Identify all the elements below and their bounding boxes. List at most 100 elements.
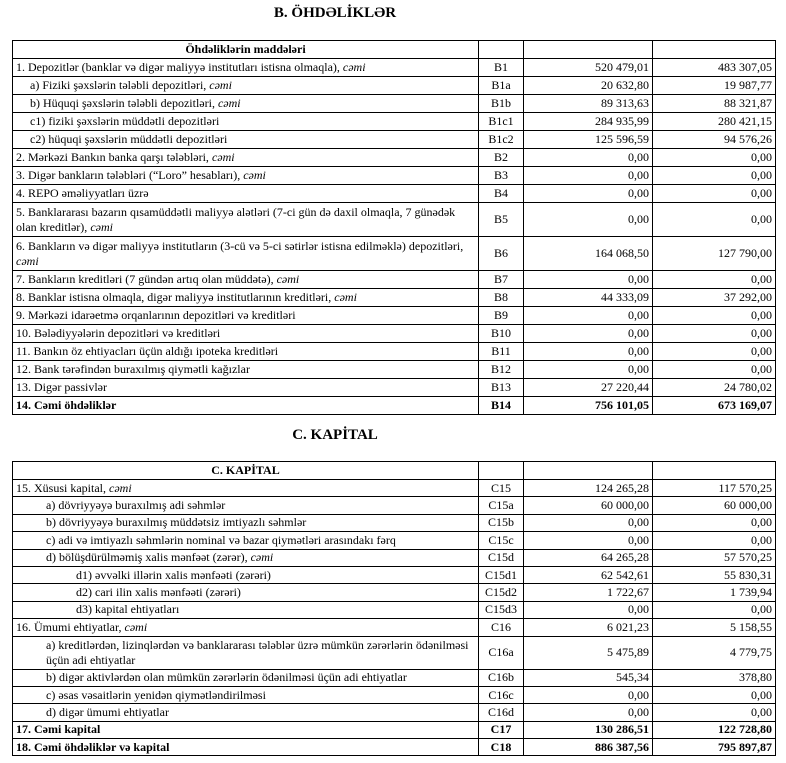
previous-value: 122 728,80: [652, 720, 776, 740]
previous-value: 0,00: [652, 703, 776, 722]
current-value: 756 101,05: [523, 396, 653, 415]
item-code: B1c1: [478, 112, 524, 131]
current-value: 1 722,67: [523, 583, 653, 602]
item-code: C18: [478, 738, 524, 757]
item-label: 9. Mərkəzi idarəetmə orqanlarının depozi…: [12, 306, 479, 325]
label-text: 15. Xüsusi kapital,: [16, 480, 106, 495]
item-label: 18. Cəmi öhdəliklər və kapital: [12, 738, 479, 757]
item-code: C17: [478, 720, 524, 740]
item-code: B11: [478, 342, 524, 361]
label-text: 5. Banklararası bazarın qısamüddətli mal…: [16, 204, 456, 234]
label-text: a) kreditlərdən, lizinqlərdən və banklar…: [46, 637, 469, 667]
label-italic: cəmi: [124, 619, 148, 634]
label-text: a) Fiziki şəxslərin tələbli depozitləri,: [30, 78, 207, 92]
item-label: 7. Bankların kreditləri (7 gündən artıq …: [12, 270, 479, 289]
label-text: b) dövriyyəyə buraxılmış müddətsiz imtiy…: [46, 515, 307, 530]
label-text: b) digər aktivlərdən olan mümkün zərərlə…: [46, 670, 407, 685]
item-label: 10. Bələdiyyələrin depozitləri və kredit…: [12, 324, 479, 343]
label-italic: cəmi: [334, 290, 357, 304]
label-italic: cəmi: [250, 550, 274, 565]
label-text: 14. Cəmi öhdəliklər: [16, 398, 117, 412]
header-cell: Öhdəliklərin maddələri: [12, 40, 479, 59]
table-row: 1. Depozitlər (banklar və digər maliyyə …: [12, 58, 776, 77]
current-value: 0,00: [523, 600, 653, 620]
table-row: 16. Ümumi ehtiyatlar, cəmi C16 6 021,23 5 1…: [12, 618, 776, 637]
table-row: d2) cari ilin xalis mənfəəti (zərəri) C15…: [12, 583, 776, 602]
item-code: C15b: [478, 513, 524, 533]
table-row: 5. Banklararası bazarın qısamüddətli mal…: [12, 202, 776, 237]
label-text: 18. Cəmi öhdəliklər və kapital: [16, 739, 170, 754]
label-italic: cəmi: [243, 168, 266, 182]
table-row: 15. Xüsusi kapital, cəmi C15 124 265,28 117…: [12, 478, 776, 498]
label-text: b) Hüquqi şəxslərin tələbli depozitləri,: [30, 96, 215, 110]
item-code: B9: [478, 306, 524, 325]
item-label: 3. Digər bankların tələbləri (“Loro” hes…: [12, 166, 479, 185]
label-text: c) əsas vəsaitlərin yenidən qiymətləndir…: [46, 687, 266, 702]
previous-value: 0,00: [652, 270, 776, 289]
previous-value: 795 897,87: [652, 738, 776, 757]
header-row: Öhdəliklərin maddələri: [12, 40, 776, 59]
label-text: 16. Ümumi ehtiyatlar,: [16, 619, 122, 634]
label-text: 1. Depozitlər (banklar və digər maliyyə …: [16, 60, 340, 74]
item-label: b) Hüquqi şəxslərin tələbli depozitləri,…: [12, 94, 479, 113]
current-value: 124 265,28: [523, 478, 653, 498]
label-text: 8. Banklar istisna olmaqla, digər maliyy…: [16, 290, 332, 304]
previous-value: 88 321,87: [652, 94, 776, 113]
item-label: b) digər aktivlərdən olan mümkün zərərlə…: [12, 668, 479, 687]
item-code: C15d1: [478, 565, 524, 585]
table-row: b) digər aktivlərdən olan mümkün zərərlə…: [12, 668, 776, 687]
current-value: 545,34: [523, 668, 653, 687]
current-value: 886 387,56: [523, 738, 653, 757]
label-text: d) bölüşdürülməmiş xalis mənfəət (zərər)…: [46, 550, 248, 565]
item-label: a) kreditlərdən, lizinqlərdən və banklar…: [12, 635, 479, 670]
item-label: b) dövriyyəyə buraxılmış müddətsiz imtiy…: [12, 513, 479, 533]
previous-value: 0,00: [652, 202, 776, 237]
current-value: 20 632,80: [523, 76, 653, 95]
previous-value: 19 987,77: [652, 76, 776, 95]
previous-value: 0,00: [652, 166, 776, 185]
current-value: 0,00: [523, 513, 653, 533]
previous-value: 60 000,00: [652, 496, 776, 515]
table-row: d3) kapital ehtiyatları C15d3 0,00 0,00: [12, 600, 776, 620]
table-row: b) dövriyyəyə buraxılmış müddətsiz imtiy…: [12, 513, 776, 533]
current-value: 64 265,28: [523, 548, 653, 567]
item-label: 13. Digər passivlər: [12, 378, 479, 397]
table-row: a) dövriyyəyə buraxılmış adi səhmlər C15a…: [12, 496, 776, 515]
item-label: 2. Mərkəzi Bankın banka qarşı tələbləri,…: [12, 148, 479, 167]
item-code: C15a: [478, 496, 524, 515]
item-code: B14: [478, 396, 524, 415]
label-italic: cəmi: [90, 219, 113, 234]
table-row: 4. REPO əməliyyatları üzrə B4 0,00 0,00: [12, 184, 776, 203]
capital-table: C. KAPİTAL 15. Xüsusi kapital, cəmi C15 124…: [12, 461, 776, 757]
current-value: 125 596,59: [523, 130, 653, 149]
table-row: c2) hüquqi şəxslərin müddətli depozitlər…: [12, 130, 776, 149]
item-code: B1a: [478, 76, 524, 95]
item-label: d2) cari ilin xalis mənfəəti (zərəri): [12, 583, 479, 602]
item-code: B6: [478, 236, 524, 271]
empty-cell: [478, 461, 524, 480]
current-value: 0,00: [523, 703, 653, 722]
table-row: c1) fiziki şəxslərin müddətli depozitlər…: [12, 112, 776, 131]
item-label: 16. Ümumi ehtiyatlar, cəmi: [12, 618, 479, 637]
previous-value: 24 780,02: [652, 378, 776, 397]
label-text: 4. REPO əməliyyatları üzrə: [16, 186, 149, 200]
label-italic: cəmi: [217, 96, 241, 110]
empty-cell: [478, 40, 524, 59]
item-label: 12. Bank tərəfindən buraxılmış qiymətli …: [12, 360, 479, 379]
empty-cell: [652, 40, 776, 59]
previous-value: 5 158,55: [652, 618, 776, 637]
label-text: 11. Bankın öz ehtiyacları üçün aldığı ip…: [16, 344, 279, 358]
item-code: C15d3: [478, 600, 524, 620]
table-row: 3. Digər bankların tələbləri (“Loro” hes…: [12, 166, 776, 185]
item-label: c1) fiziki şəxslərin müddətli depozitlər…: [12, 112, 479, 131]
current-value: 130 286,51: [523, 720, 653, 740]
table-row: 11. Bankın öz ehtiyacları üçün aldığı ip…: [12, 342, 776, 361]
item-code: C15c: [478, 531, 524, 550]
previous-value: 0,00: [652, 513, 776, 533]
table-row: c) adi və imtiyazlı səhmlərin nominal və…: [12, 531, 776, 550]
current-value: 62 542,61: [523, 565, 653, 585]
current-value: 164 068,50: [523, 236, 653, 271]
item-code: B10: [478, 324, 524, 343]
current-value: 0,00: [523, 342, 653, 361]
table-row: 18. Cəmi öhdəliklər və kapital C18 886 387…: [12, 738, 776, 757]
